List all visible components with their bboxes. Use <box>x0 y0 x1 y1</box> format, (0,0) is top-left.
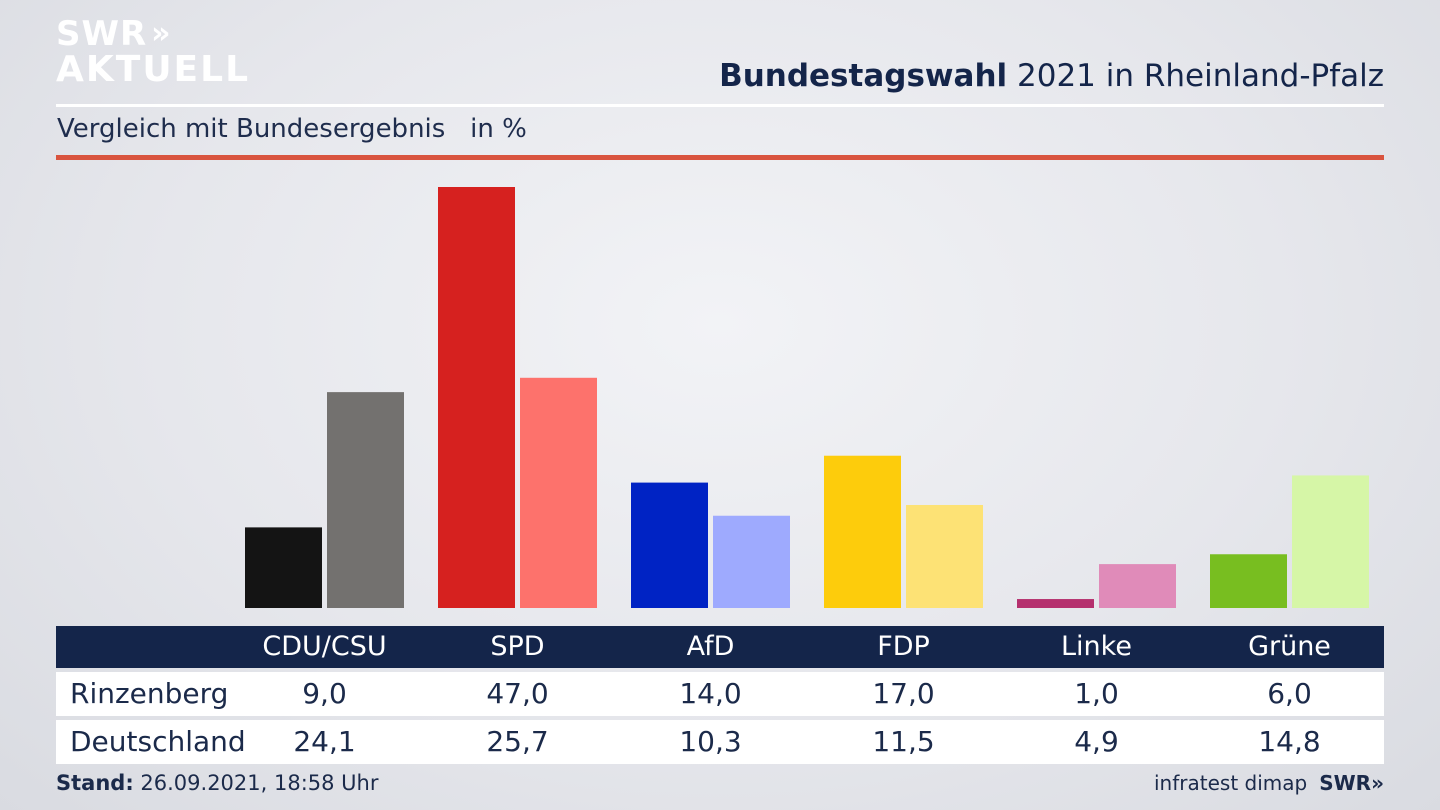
results-table: CDU/CSU SPD AfD FDP Linke Grüne Rinzenberg 9,… <box>56 626 1384 764</box>
swr-aktuell-logo: SWR» AKTUELL <box>56 16 250 88</box>
logo-line2: AKTUELL <box>56 49 251 90</box>
bar-afd-deutschland <box>713 515 790 608</box>
table-cell: 9,0 <box>302 677 347 710</box>
accent-divider <box>56 155 1384 160</box>
column-header: Linke <box>1061 631 1132 662</box>
chart-subtitle: Vergleich mit Bundesergebnis in % <box>57 114 527 144</box>
bar-cdu-csu-deutschland <box>327 392 404 608</box>
row-label: Deutschland <box>70 725 246 758</box>
column-header: Grüne <box>1248 631 1331 662</box>
bar-afd-rinzenberg <box>631 482 708 608</box>
column-header: FDP <box>877 631 930 662</box>
bar-spd-deutschland <box>520 377 597 608</box>
table-cell: 14,0 <box>679 677 742 710</box>
bar-linke-deutschland <box>1099 564 1176 608</box>
table-cell: 1,0 <box>1074 677 1119 710</box>
page-title: Bundestagswahl 2021 in Rheinland-Pfalz <box>719 58 1384 94</box>
bar-fdp-rinzenberg <box>824 455 901 608</box>
bar-cdu-csu-rinzenberg <box>245 527 322 608</box>
table-header: CDU/CSU SPD AfD FDP Linke Grüne <box>56 626 1384 668</box>
row-label: Rinzenberg <box>70 677 229 710</box>
table-cell: 6,0 <box>1267 677 1312 710</box>
header-divider <box>56 104 1384 107</box>
column-header: SPD <box>490 631 545 662</box>
column-header: CDU/CSU <box>262 631 387 662</box>
table-row: Deutschland 24,1 25,7 10,3 11,5 4,9 14,8 <box>56 720 1384 764</box>
table-cell: 24,1 <box>293 725 356 758</box>
stand-value: 26.09.2021, 18:58 Uhr <box>133 771 379 795</box>
bar-linke-rinzenberg <box>1017 599 1094 608</box>
logo-line1: SWR <box>56 14 148 54</box>
bar-gr-ne-rinzenberg <box>1210 554 1287 608</box>
title-bold: Bundestagswahl <box>719 58 1008 94</box>
table-cell: 14,8 <box>1258 725 1321 758</box>
column-header: AfD <box>686 631 735 662</box>
table-cell: 11,5 <box>872 725 935 758</box>
swr-footer-logo: SWR» <box>1319 771 1384 795</box>
table-cell: 4,9 <box>1074 725 1119 758</box>
title-rest: 2021 in Rheinland-Pfalz <box>1007 58 1384 94</box>
bar-spd-rinzenberg <box>438 187 515 608</box>
bar-gr-ne-deutschland <box>1292 475 1369 608</box>
bar-fdp-deutschland <box>906 504 983 608</box>
timestamp: Stand: 26.09.2021, 18:58 Uhr <box>56 771 379 795</box>
source-credit: infratest dimap SWR» <box>1154 771 1384 795</box>
table-cell: 47,0 <box>486 677 549 710</box>
table-cell: 25,7 <box>486 725 549 758</box>
table-cell: 10,3 <box>679 725 742 758</box>
table-cell: 17,0 <box>872 677 935 710</box>
table-row: Rinzenberg 9,0 47,0 14,0 17,0 1,0 6,0 <box>56 672 1384 716</box>
source-label: infratest dimap <box>1154 771 1308 795</box>
stand-label: Stand: <box>56 771 134 795</box>
